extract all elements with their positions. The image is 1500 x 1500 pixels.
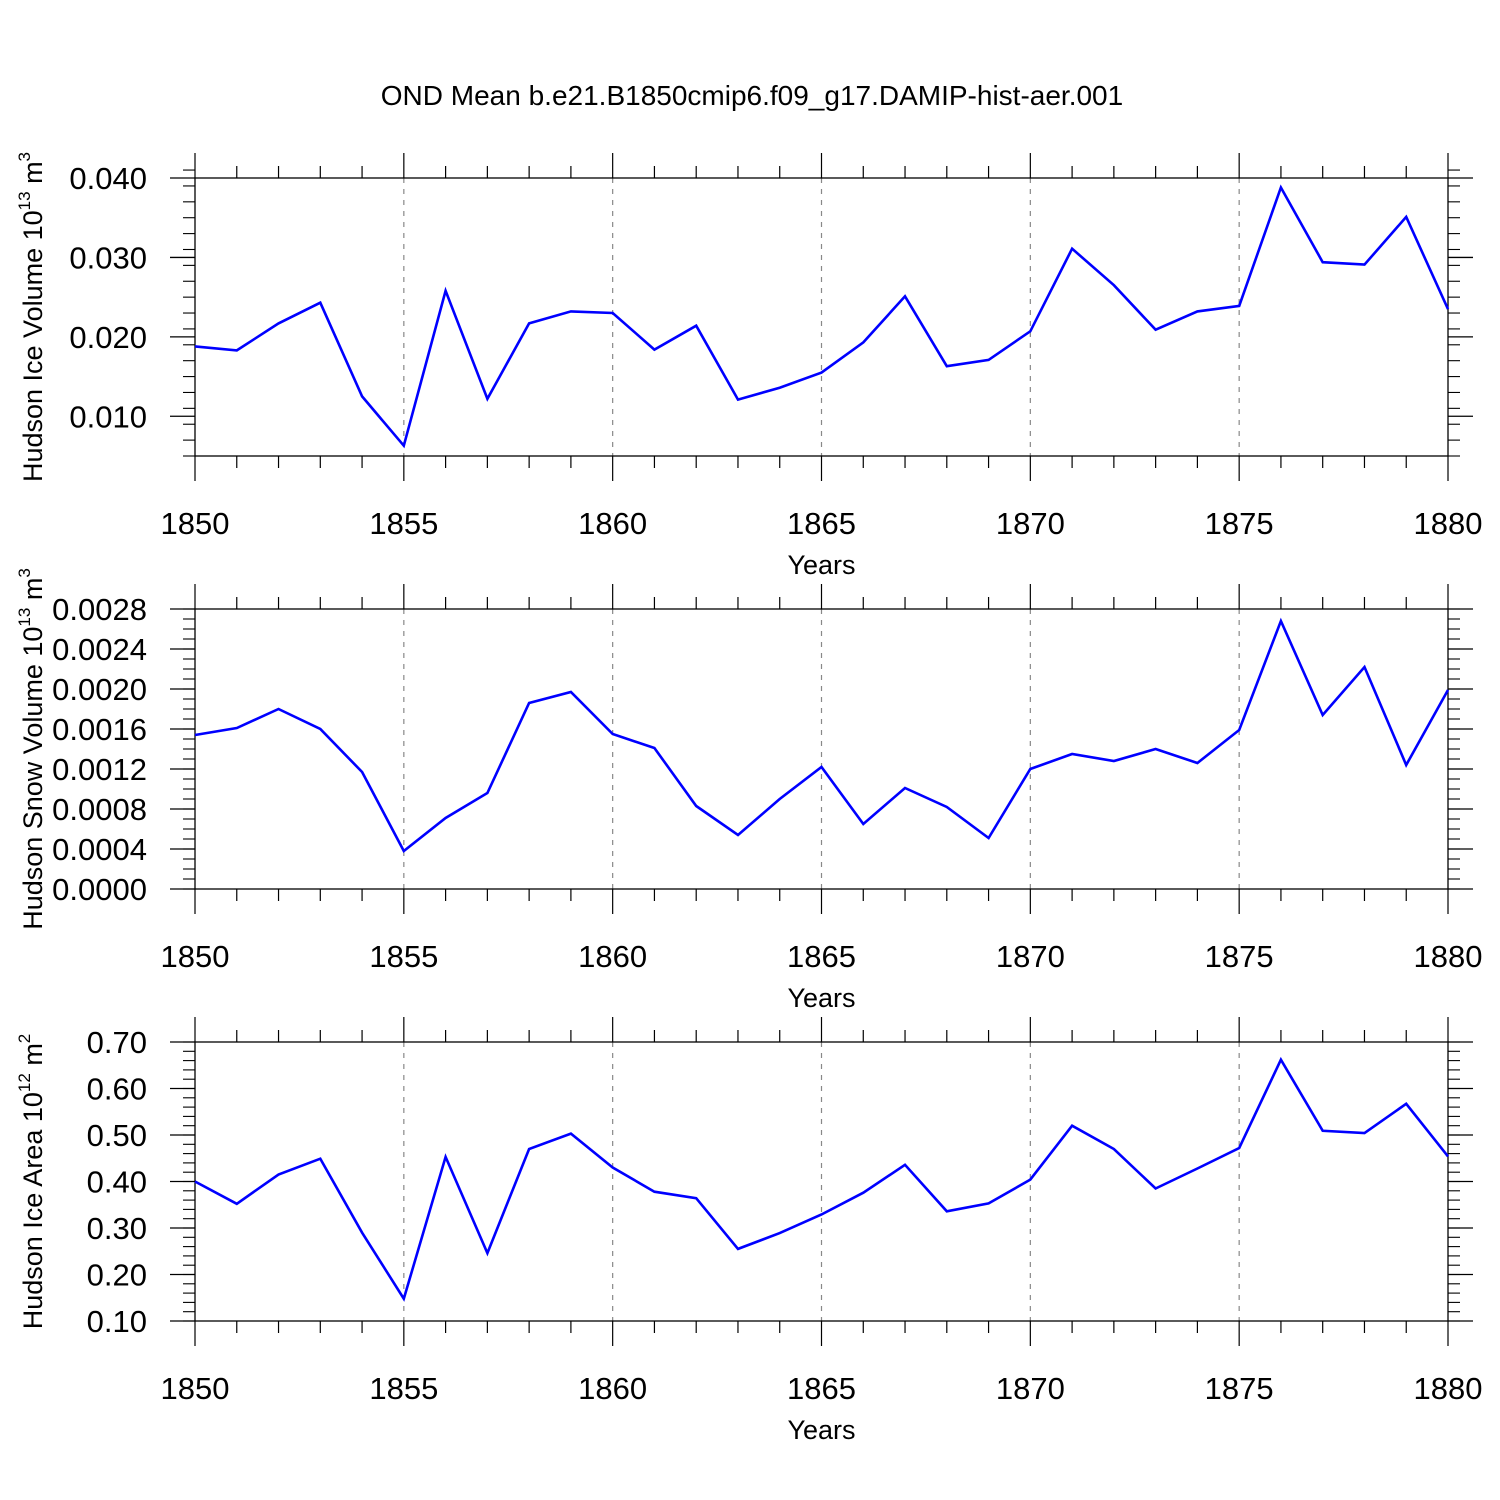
x-tick-label: 1850 — [161, 1371, 230, 1406]
x-tick-label: 1855 — [369, 939, 438, 974]
y-tick-label: 0.10 — [87, 1304, 147, 1339]
y-tick-label: 0.020 — [69, 320, 147, 355]
chart-title: OND Mean b.e21.B1850cmip6.f09_g17.DAMIP-… — [381, 80, 1123, 111]
chart-panel-2: 0.0000 0.0004 0.0008 0.0012 0.0016 0.0020 0.00… — [15, 568, 1482, 1013]
x-tick-label: 1870 — [996, 939, 1065, 974]
y-tick-label: 0.60 — [87, 1072, 147, 1107]
y-tick-label: 0.30 — [87, 1211, 147, 1246]
x-tick-label: 1860 — [578, 939, 647, 974]
x-tick-label: 1865 — [787, 939, 856, 974]
x-axis-label: Years — [787, 550, 855, 580]
x-axis-label: Years — [787, 1415, 855, 1445]
panels: 0.010 0.020 0.030 0.040 1850 1855 1860 1865 1870… — [15, 152, 1482, 1445]
y-tick-label: 0.0028 — [52, 592, 147, 627]
y-axis-label: Hudson Ice Area 1012 m2 — [15, 1034, 48, 1330]
x-tick-label: 1875 — [1205, 1371, 1274, 1406]
x-tick-label: 1860 — [578, 506, 647, 541]
series-line — [194, 184, 1450, 449]
chart-panel-1: 0.010 0.020 0.030 0.040 1850 1855 1860 1865 1870… — [15, 152, 1482, 580]
y-tick-label: 0.70 — [87, 1025, 147, 1060]
y-tick-label: 0.0016 — [52, 712, 147, 747]
y-axis-label: Hudson Snow Volume 1013 m3 — [15, 568, 48, 930]
y-tick-label: 0.030 — [69, 240, 147, 275]
x-tick-label: 1880 — [1414, 939, 1483, 974]
plot-frame — [194, 1041, 1449, 1322]
y-tick-label: 0.010 — [69, 399, 147, 434]
x-tick-label: 1865 — [787, 1371, 856, 1406]
plot-frame — [194, 177, 1449, 457]
y-axis-label: Hudson Ice Volume 1013 m3 — [15, 152, 48, 482]
x-tick-label: 1880 — [1414, 1371, 1483, 1406]
x-tick-label: 1870 — [996, 1371, 1065, 1406]
plot-frame — [194, 608, 1449, 890]
y-tick-label: 0.0008 — [52, 792, 147, 827]
chart-panel-3: 0.10 0.20 0.30 0.40 0.50 0.60 0.70 1850 1855 1860… — [15, 1017, 1482, 1445]
x-tick-label: 1850 — [161, 506, 230, 541]
series-line — [194, 617, 1450, 853]
y-tick-label: 0.0000 — [52, 872, 147, 907]
y-tick-label: 0.0004 — [52, 832, 147, 867]
y-tick-label: 0.040 — [69, 161, 147, 196]
x-tick-label: 1870 — [996, 506, 1065, 541]
y-tick-label: 0.20 — [87, 1258, 147, 1293]
y-tick-label: 0.40 — [87, 1165, 147, 1200]
x-tick-label: 1865 — [787, 506, 856, 541]
y-tick-label: 0.50 — [87, 1118, 147, 1153]
x-tick-label: 1875 — [1205, 506, 1274, 541]
y-tick-label: 0.0012 — [52, 752, 147, 787]
x-tick-label: 1855 — [369, 506, 438, 541]
x-tick-label: 1880 — [1414, 506, 1483, 541]
series-line — [194, 1056, 1450, 1302]
x-tick-label: 1850 — [161, 939, 230, 974]
x-tick-label: 1875 — [1205, 939, 1274, 974]
x-axis-label: Years — [787, 983, 855, 1013]
x-tick-label: 1860 — [578, 1371, 647, 1406]
y-tick-label: 0.0024 — [52, 632, 147, 667]
x-tick-label: 1855 — [369, 1371, 438, 1406]
y-tick-label: 0.0020 — [52, 672, 147, 707]
